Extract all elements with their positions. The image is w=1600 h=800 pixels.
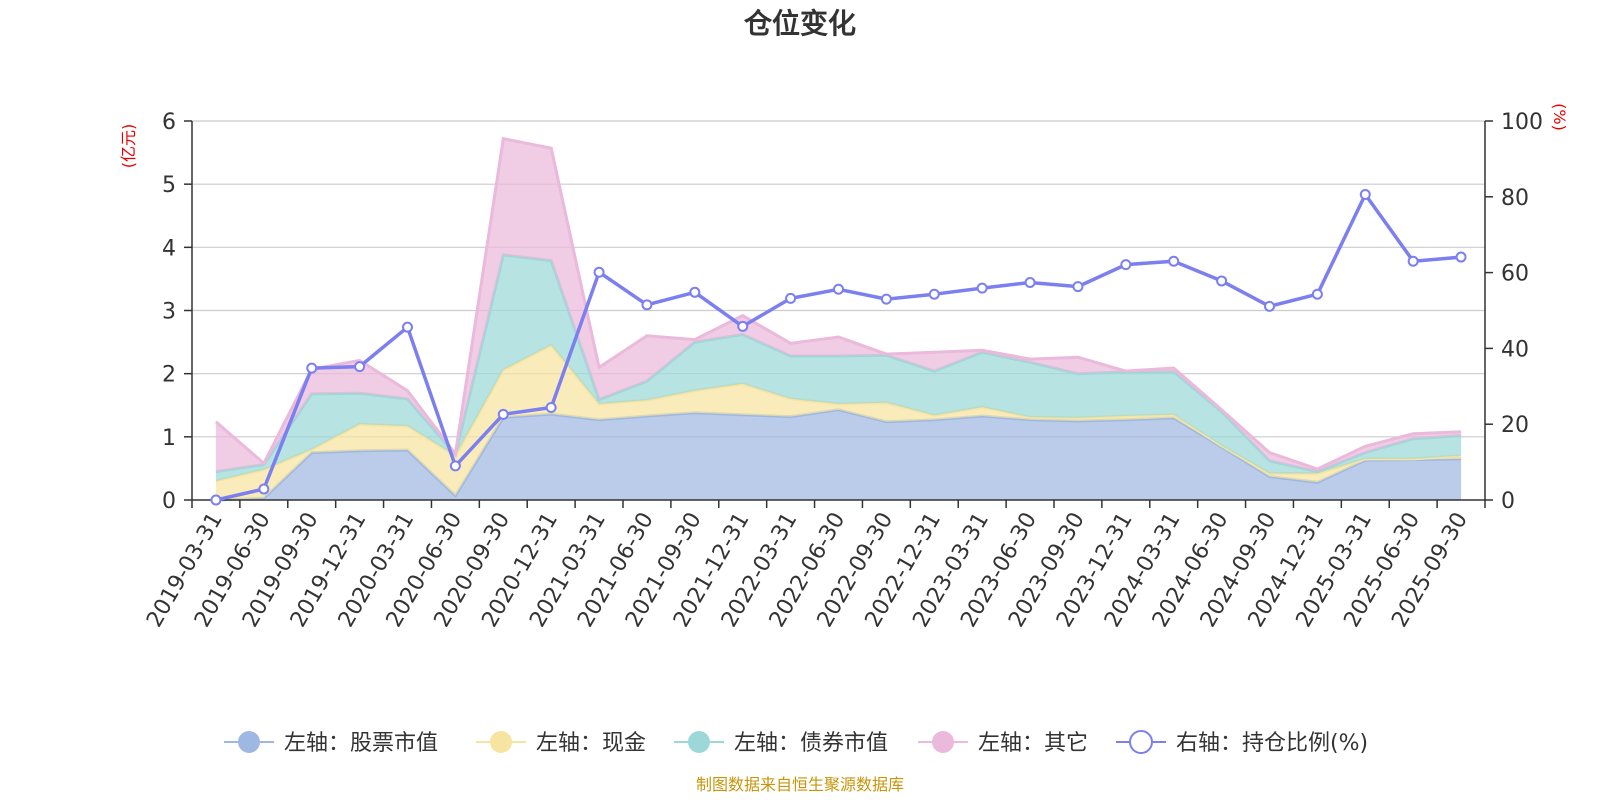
holding-ratio-point[interactable] — [976, 282, 988, 294]
holding-ratio-point[interactable] — [1072, 281, 1084, 293]
left-axis-tick-label: 0 — [162, 489, 176, 514]
holding-ratio-point[interactable] — [545, 402, 557, 414]
holding-ratio-point[interactable] — [689, 286, 701, 298]
area-series-edge-3 — [214, 136, 1462, 471]
area-series-1 — [215, 345, 1462, 500]
left-axis-tick-label: 3 — [162, 300, 176, 325]
legend-marker-icon — [1129, 730, 1153, 754]
holding-ratio-point[interactable] — [1264, 300, 1275, 312]
holding-ratio-point[interactable] — [785, 292, 797, 304]
right-axis-tick-label: 80 — [1501, 186, 1529, 211]
holding-ratio-point[interactable] — [880, 293, 892, 305]
holding-ratio-point[interactable] — [833, 283, 844, 295]
holding-ratio-point[interactable] — [1120, 259, 1132, 271]
chart-title: 仓位变化 — [744, 7, 856, 40]
holding-ratio-point[interactable] — [641, 299, 653, 311]
legend-label: 左轴：现金 — [536, 731, 646, 756]
legend-item-4[interactable]: 右轴：持仓比例(%) — [1116, 730, 1368, 756]
left-axis-tick-label: 5 — [162, 173, 176, 198]
holding-ratio-point[interactable] — [928, 288, 940, 300]
right-axis-tick-label: 100 — [1501, 110, 1543, 135]
holding-ratio-point[interactable] — [306, 362, 318, 374]
legend[interactable]: 左轴：股票市值 左轴：现金 左轴：债券市值 左轴：其它 右轴：持仓比例(%) — [224, 730, 1368, 756]
legend-label: 左轴：债券市值 — [734, 731, 888, 756]
stacked-areas — [214, 136, 1462, 502]
holding-ratio-line — [210, 189, 1467, 506]
holding-ratio-point[interactable] — [1407, 255, 1419, 267]
left-axis-tick-label: 4 — [162, 236, 176, 261]
data-source-note: 制图数据来自恒生聚源数据库 — [696, 775, 904, 794]
holding-ratio-point[interactable] — [1455, 251, 1467, 263]
holding-ratio-point[interactable] — [1359, 189, 1371, 201]
left-axis-tick-label: 6 — [162, 110, 176, 135]
legend-label: 右轴：持仓比例(%) — [1176, 731, 1368, 756]
right-axis-tick-label: 60 — [1501, 262, 1529, 287]
holding-ratio-point[interactable] — [1168, 255, 1180, 267]
legend-label: 左轴：其它 — [978, 731, 1088, 756]
holding-ratio-point[interactable] — [593, 266, 605, 278]
holding-ratio-point[interactable] — [497, 408, 509, 420]
legend-label: 左轴：股票市值 — [284, 731, 438, 756]
right-axis-unit: (%) — [1550, 103, 1569, 131]
holding-ratio-point[interactable] — [1216, 275, 1228, 287]
legend-marker-icon — [688, 731, 710, 753]
legend-item-1[interactable]: 左轴：现金 — [476, 731, 646, 756]
holding-ratio-point[interactable] — [210, 494, 222, 506]
right-axis-tick-label: 20 — [1501, 413, 1529, 438]
holding-ratio-point[interactable] — [354, 361, 366, 373]
holding-ratio-point[interactable] — [737, 320, 749, 332]
legend-item-3[interactable]: 左轴：其它 — [918, 731, 1088, 756]
legend-item-0[interactable]: 左轴：股票市值 — [224, 731, 438, 756]
grid-lines — [192, 120, 1485, 438]
holding-ratio-point[interactable] — [1311, 288, 1323, 300]
holding-ratio-point[interactable] — [1024, 276, 1036, 288]
left-axis-unit: (亿元) — [119, 124, 138, 169]
area-series-0 — [215, 409, 1462, 500]
legend-item-2[interactable]: 左轴：债券市值 — [674, 731, 888, 756]
legend-marker-icon — [932, 731, 954, 753]
left-axis-tick-label: 2 — [162, 363, 176, 388]
legend-marker-icon — [238, 731, 260, 753]
holding-ratio-point[interactable] — [449, 460, 461, 472]
area-series-3 — [215, 138, 1462, 472]
right-axis-tick-label: 0 — [1501, 489, 1515, 514]
holding-ratio-point[interactable] — [402, 321, 413, 333]
left-axis-tick-label: 1 — [162, 426, 176, 451]
legend-marker-icon — [490, 731, 512, 753]
holding-ratio-point[interactable] — [258, 483, 270, 495]
area-series-2 — [215, 254, 1462, 482]
right-axis-tick-label: 40 — [1501, 337, 1529, 362]
